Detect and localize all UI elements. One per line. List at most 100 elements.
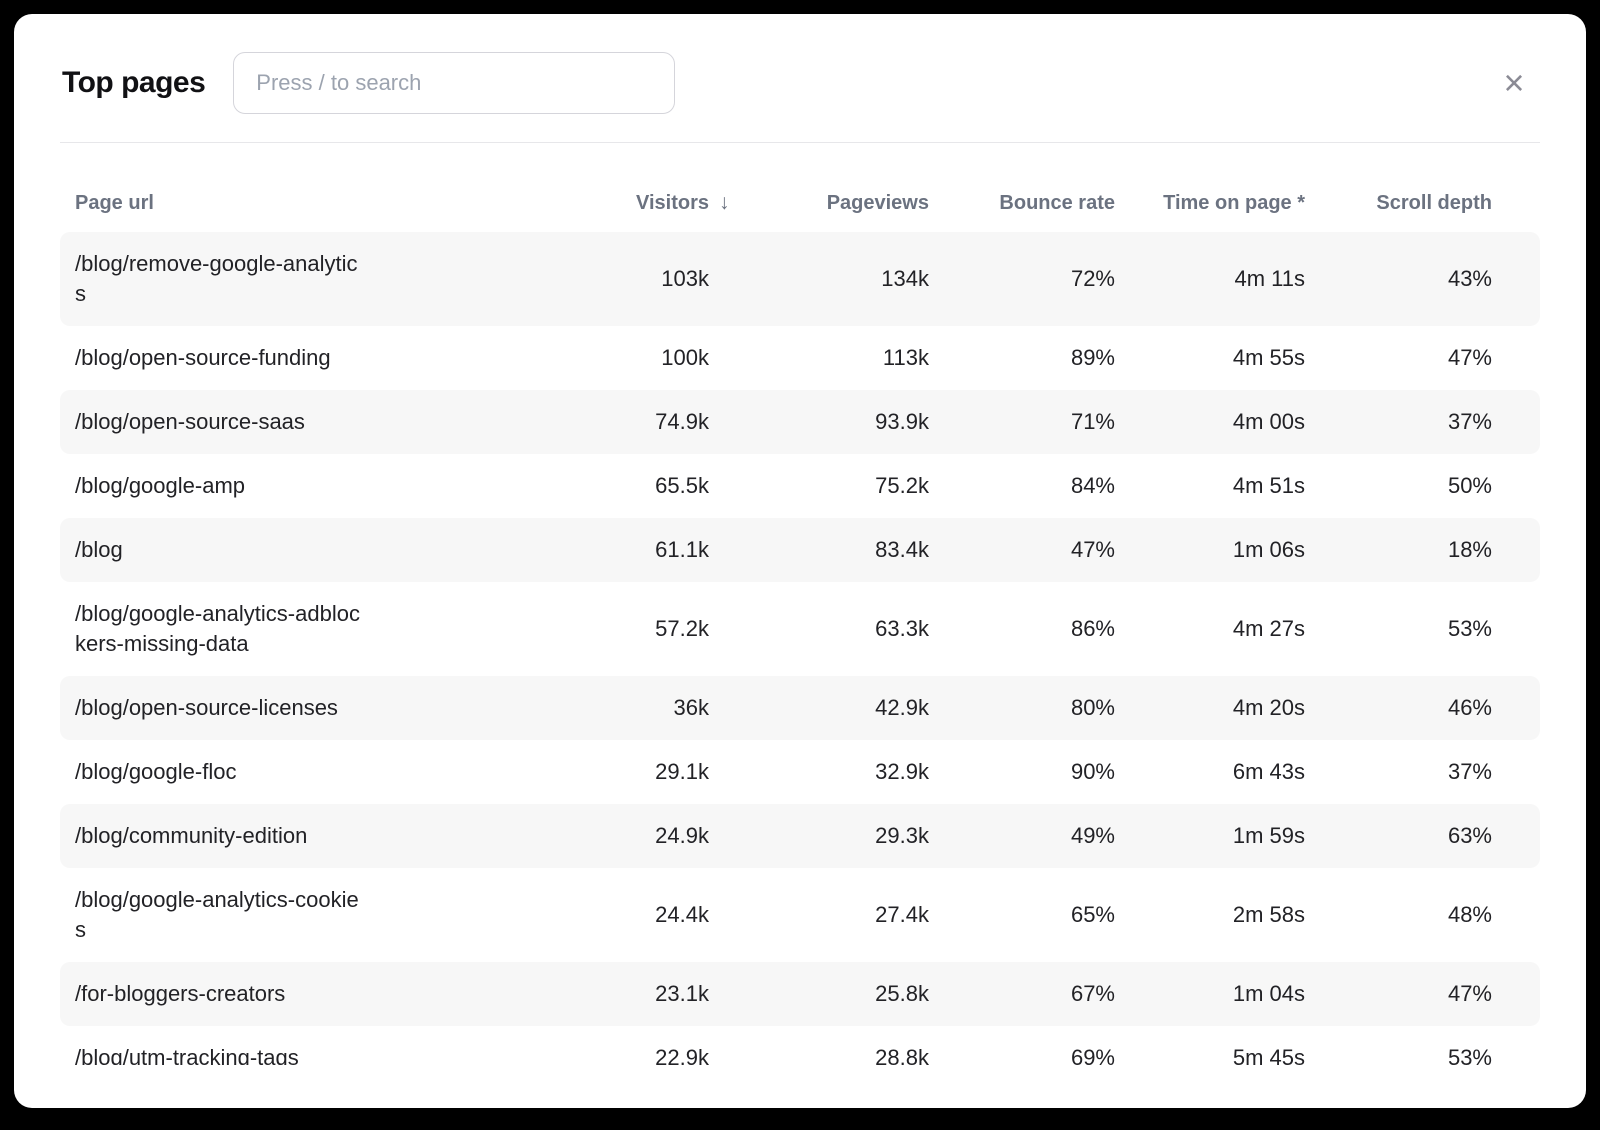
time-on-page-cell: 2m 58s [1232,902,1305,927]
column-header-label: Page url [75,192,154,214]
page-url: /blog/google-analytics-adblockers-missin… [75,601,360,656]
time-on-page-cell: 1m 04s [1232,981,1305,1006]
column-header-visitors[interactable]: Visitors ↓ [422,190,730,216]
modal-header: Top pages × [62,52,1528,114]
column-header-scroll_depth[interactable]: Scroll depth [1305,190,1492,216]
visitors-cell: 61.1k [655,537,709,562]
page-url: /blog/google-amp [75,473,246,498]
header-divider [60,142,1540,143]
table-row[interactable]: /blog/google-analytics-adblockers-missin… [60,582,1540,676]
bounce-rate-cell: 71% [1070,409,1115,434]
table-row[interactable]: /blog/open-source-funding 100k 113k 89% 4m 5… [60,326,1540,390]
table-row[interactable]: /blog/utm-tracking-tags 22.9k 28.8k 69% 5m 4… [60,1026,1540,1065]
page-url-cell: /blog/open-source-saas [75,407,422,437]
time-on-page-cell: 4m 20s [1232,695,1305,720]
page-url-cell: /for-bloggers-creators [75,979,422,1009]
scroll-depth-cell: 47% [1447,345,1492,370]
column-header-pageviews[interactable]: Pageviews [709,190,929,216]
page-url: /blog/open-source-saas [75,409,305,434]
page-url: /blog/google-floc [75,759,237,784]
bounce-rate-cell: 72% [1070,266,1115,291]
table-row[interactable]: /blog/google-floc 29.1k 32.9k 90% 6m 43s 37% [60,740,1540,804]
bounce-rate-cell: 47% [1070,537,1115,562]
pageviews-cell: 93.9k [875,409,929,434]
visitors-cell: 24.9k [655,823,709,848]
page-url: /blog/community-edition [75,823,308,848]
page-url-cell: /blog/google-amp [75,471,422,501]
page-url-cell: /blog/google-analytics-adblockers-missin… [75,599,422,659]
pageviews-cell: 32.9k [875,759,929,784]
pageviews-cell: 29.3k [875,823,929,848]
time-on-page-cell: 1m 59s [1232,823,1305,848]
column-header-bounce_rate[interactable]: Bounce rate [929,190,1115,216]
time-on-page-cell: 4m 11s [1234,266,1305,291]
table-row[interactable]: /blog/community-edition 24.9k 29.3k 49% 1m 5… [60,804,1540,868]
bounce-rate-cell: 67% [1070,981,1115,1006]
table-row[interactable]: /for-bloggers-creators 23.1k 25.8k 67% 1m 04… [60,962,1540,1026]
bounce-rate-cell: 89% [1070,345,1115,370]
visitors-cell: 100k [661,345,709,370]
page-url: /blog/open-source-funding [75,345,331,370]
time-on-page-cell: 4m 51s [1232,473,1305,498]
bounce-rate-cell: 69% [1070,1045,1115,1065]
time-on-page-cell: 4m 27s [1232,616,1305,641]
visitors-cell: 29.1k [655,759,709,784]
table-row[interactable]: /blog/remove-google-analytics 103k 134k 72%… [60,232,1540,326]
table-body: /blog/remove-google-analytics 103k 134k 72%… [60,232,1540,1065]
scroll-depth-cell: 47% [1447,981,1492,1006]
bounce-rate-cell: 65% [1070,902,1115,927]
pageviews-cell: 75.2k [875,473,929,498]
bounce-rate-cell: 80% [1070,695,1115,720]
time-on-page-cell: 5m 45s [1232,1045,1305,1065]
top-pages-modal: Top pages × Page url Visitors ↓ Pageviews Bo… [14,14,1586,1108]
page-url: /for-bloggers-creators [75,981,286,1006]
scroll-depth-cell: 18% [1447,537,1492,562]
page-url: /blog/utm-tracking-tags [75,1045,299,1065]
column-header-url[interactable]: Page url [75,190,422,216]
table-row[interactable]: /blog/open-source-licenses 36k 42.9k 80% 4m … [60,676,1540,740]
pageviews-cell: 25.8k [875,981,929,1006]
scroll-depth-cell: 50% [1447,473,1492,498]
column-header-time_on_page[interactable]: Time on page * [1115,190,1305,216]
table-row[interactable]: /blog/google-analytics-cookies 24.4k 27.4k… [60,868,1540,962]
visitors-cell: 103k [661,266,709,291]
table-row[interactable]: /blog/open-source-saas 74.9k 93.9k 71% 4m 00… [60,390,1540,454]
bounce-rate-cell: 86% [1070,616,1115,641]
search-input[interactable] [233,52,676,114]
page-url-cell: /blog/open-source-funding [75,343,422,373]
page-url-cell: /blog/google-floc [75,757,422,787]
sort-desc-icon: ↓ [719,191,730,214]
visitors-cell: 57.2k [655,616,709,641]
bounce-rate-cell: 90% [1070,759,1115,784]
pageviews-cell: 83.4k [875,537,929,562]
pageviews-cell: 27.4k [875,902,929,927]
table-header-row: Page url Visitors ↓ Pageviews Bounce rate Tim… [60,190,1540,216]
pageviews-cell: 113k [882,345,929,370]
scroll-depth-cell: 46% [1447,695,1492,720]
visitors-cell: 24.4k [655,902,709,927]
pageviews-cell: 63.3k [875,616,929,641]
time-on-page-cell: 4m 55s [1232,345,1305,370]
time-on-page-cell: 6m 43s [1232,759,1305,784]
page-url-cell: /blog [75,535,422,565]
page-url-cell: /blog/utm-tracking-tags [75,1043,422,1065]
table-row[interactable]: /blog/google-amp 65.5k 75.2k 84% 4m 51s 50% [60,454,1540,518]
pageviews-cell: 134k [881,266,929,291]
table-row[interactable]: /blog 61.1k 83.4k 47% 1m 06s 18% [60,518,1540,582]
page-url: /blog/google-analytics-cookies [75,887,359,942]
page-url: /blog [75,537,123,562]
page-title: Top pages [62,66,206,99]
bounce-rate-cell: 84% [1070,473,1115,498]
page-url-cell: /blog/google-analytics-cookies [75,885,422,945]
scroll-depth-cell: 37% [1447,409,1492,434]
scroll-depth-cell: 53% [1447,616,1492,641]
scroll-depth-cell: 37% [1447,759,1492,784]
close-button[interactable]: × [1500,65,1528,101]
bounce-rate-cell: 49% [1070,823,1115,848]
column-header-label: Visitors [636,192,709,214]
column-header-label: Time on page * [1163,192,1305,214]
column-header-label: Scroll depth [1376,192,1492,214]
visitors-cell: 65.5k [655,473,709,498]
scroll-depth-cell: 63% [1447,823,1492,848]
time-on-page-cell: 4m 00s [1232,409,1305,434]
